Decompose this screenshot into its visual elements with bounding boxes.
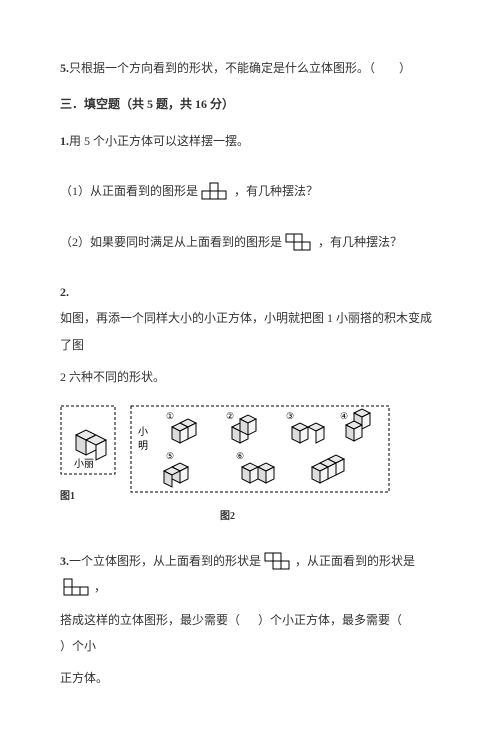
figure-1-caption: 图1 [60,486,116,508]
q3-blank1 [240,607,258,633]
q1-intro-text: 用 5 个小正方体可以这样摆一摆。 [69,128,249,154]
q3-g: 正方体。 [60,665,108,691]
q5: 5. 只根据一个方向看到的形状，不能确定是什么立体图形。（ ） [60,55,440,81]
svg-text:明: 明 [138,440,148,452]
q3-c: ， [94,574,106,600]
svg-text:⑥: ⑥ [236,451,244,461]
svg-text:⑤: ⑤ [166,451,174,461]
q3-f: ）个小 [60,633,96,659]
q3-b: ，从正面看到的形状是 [295,548,415,574]
q3-d: 搭成这样的立体图形，最少需要（ [60,607,240,633]
q1-p2-b: ，有几种摆法？ [318,229,402,255]
q3-e: ）个小正方体，最多需要（ [258,607,402,633]
q3-line1: 3. 一个立体图形，从上面看到的形状是 ，从正面看到的形状是 ， [60,548,440,601]
figure-1-label: 小丽 [74,458,94,470]
q5-num: 5. [60,55,69,81]
q1-intro: 1. 用 5 个小正方体可以这样摆一摆。 [60,128,440,154]
q5-close: ） [399,55,411,81]
q3-a: 一个立体图形，从上面看到的形状是 [69,548,261,574]
figure-2-caption: 图2 [220,506,390,528]
q3-line2: 搭成这样的立体图形，最少需要（ ）个小正方体，最多需要（ ）个小 [60,607,440,660]
svg-text:②: ② [226,411,234,421]
svg-text:③: ③ [286,411,294,421]
svg-text:①: ① [166,411,174,421]
page: 5. 只根据一个方向看到的形状，不能确定是什么立体图形。（ ） 三．填空题（共 … [0,0,500,738]
figure-1-svg: 小丽 [60,405,116,475]
top-view-shape-icon [285,232,315,252]
figure-1: 小丽 图1 [60,405,116,508]
q5-gap [375,55,399,81]
q1-p1-b: ，有几种摆法？ [234,178,318,204]
q3-top-shape-icon [264,551,292,571]
q3-num: 3. [60,548,69,574]
q2: 2. 如图，再添一个同样大小的小正方体，小明就把图 1 小丽搭的积木变成了图 2… [60,279,440,391]
svg-text:小: 小 [138,426,148,438]
q1-part1: （1）从正面看到的图形是 ，有几种摆法？ [60,178,440,204]
svg-text:④: ④ [340,411,348,421]
figure-2-svg: 小 明 ① [130,405,390,495]
q3-front-shape-icon [63,577,91,597]
q2-num: 2. [60,279,69,305]
q1-num: 1. [60,128,69,154]
q3-line3: 正方体。 [60,665,440,691]
q3-blank2 [402,607,420,633]
q1-p1-a: （1）从正面看到的图形是 [60,178,198,204]
figure-2: 小 明 ① [130,405,390,528]
q2-line2: 2 六种不同的形状。 [60,364,165,390]
q2-line1: 如图，再添一个同样大小的小正方体，小明就把图 1 小丽搭的积木变成了图 [60,305,440,358]
front-view-shape-icon [201,181,231,201]
q1-p2-a: （2）如果要同时满足从上面看到的图形是 [60,229,282,255]
q1-part2: （2）如果要同时满足从上面看到的图形是 ，有几种摆法？ [60,229,440,255]
q5-text: 只根据一个方向看到的形状，不能确定是什么立体图形。（ [69,55,375,81]
section-title: 三．填空题（共 5 题，共 16 分） [60,91,440,117]
q2-figures: 小丽 图1 小 明 ① [60,405,440,528]
